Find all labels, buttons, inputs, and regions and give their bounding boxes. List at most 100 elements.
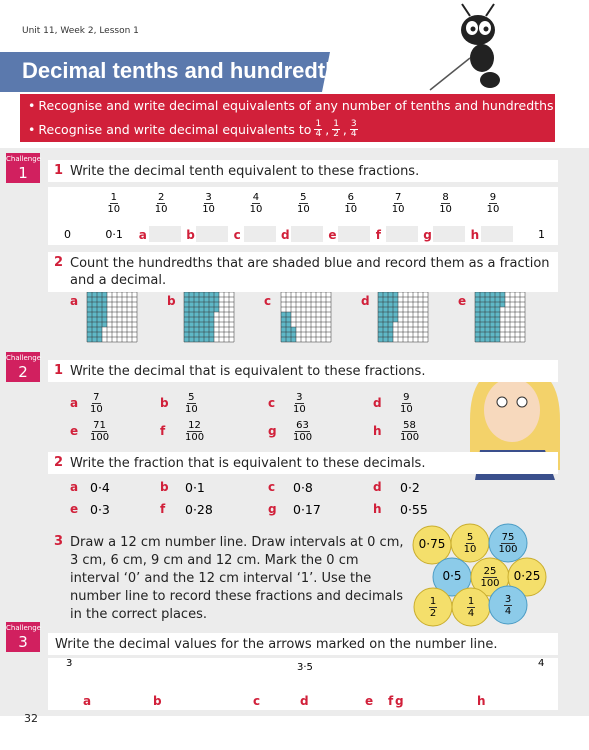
denominator: 100 (498, 544, 518, 555)
denominator: 100 (293, 432, 313, 443)
numerator: 71 (92, 420, 107, 432)
denominator: 10 (439, 204, 452, 215)
answer-letter: f (375, 228, 382, 242)
numerator: 1 (314, 119, 323, 130)
item-letter: f (160, 424, 166, 438)
grid-letter: b (167, 294, 176, 308)
numerator: 8 (441, 192, 450, 204)
question-text: Write the decimal that is equivalent to … (70, 364, 426, 379)
circle-text: 0·25 (513, 569, 541, 583)
item-letter: e (70, 424, 79, 438)
title-banner (0, 52, 330, 92)
numerator: 75 (500, 532, 516, 544)
answer-letter: e (328, 228, 337, 242)
answer-letter: g (423, 228, 432, 242)
denominator: 4 (504, 606, 512, 617)
shaded-cells (102, 292, 107, 327)
circle-text: 0·5 (442, 569, 462, 583)
fraction: 75 100 (490, 532, 526, 555)
separator: , (325, 122, 330, 137)
shaded-cells (291, 327, 296, 342)
arrow-letter: e (365, 694, 374, 708)
denominator: 10 (90, 404, 103, 415)
separator: , (342, 122, 347, 137)
bullet: • (28, 122, 36, 137)
fraction: 58 100 (400, 420, 419, 443)
item-decimal: 0·55 (400, 502, 428, 517)
challenge-number: 3 (18, 633, 28, 651)
item-letter: b (160, 396, 169, 410)
fraction: 3 10 (202, 192, 215, 215)
question-bar (48, 452, 558, 474)
fraction: 9 10 (487, 192, 500, 215)
answer-letter: d (281, 228, 290, 242)
objective-text: Recognise and write decimal equivalents … (38, 98, 554, 113)
objective: • Recognise and write decimal equivalents… (28, 120, 358, 139)
question-text: Draw a 12 cm number line. Draw intervals… (70, 535, 404, 622)
shaded-cells (500, 292, 505, 307)
fraction: 5 10 (297, 192, 310, 215)
fraction: 9 10 (400, 392, 413, 415)
challenge-word: Challenge (6, 354, 41, 362)
denominator: 10 (202, 204, 215, 215)
item-letter: d (373, 396, 382, 410)
item-decimal: 0·8 (293, 480, 313, 495)
item-decimal: 0·2 (400, 480, 420, 495)
fraction: 6 10 (344, 192, 357, 215)
answer-letter: c (233, 228, 241, 242)
bullet: • (28, 98, 36, 113)
numerator: 5 (187, 392, 196, 404)
denominator: 4 (467, 608, 475, 619)
numerator: 4 (251, 192, 261, 204)
fraction: 12 100 (185, 420, 204, 443)
answer-box (243, 226, 276, 242)
answer-box (385, 226, 418, 242)
question-bar (48, 633, 558, 655)
fraction: 5 10 (452, 532, 488, 555)
line-end: 1 (538, 228, 545, 241)
answer-box (148, 226, 181, 242)
arrow-letter: h (477, 694, 486, 708)
arrow-letter: c (253, 694, 261, 708)
answer-box (338, 226, 371, 242)
fraction: 2 10 (155, 192, 168, 215)
denominator: 4 (315, 129, 322, 139)
denominator: 10 (154, 204, 168, 215)
question-bar (48, 160, 558, 182)
question-text: Write the fraction that is equivalent to… (70, 456, 426, 471)
page-number: 32 (24, 712, 38, 725)
item-decimal: 0·3 (90, 502, 110, 517)
numerator: 5 (465, 532, 475, 544)
arrow-letter: f (388, 694, 394, 708)
denominator: 2 (333, 129, 339, 139)
denominator: 100 (480, 578, 500, 589)
fraction: 8 10 (439, 192, 452, 215)
fraction: 7 10 (90, 392, 103, 415)
ant-illustration (429, 3, 500, 91)
arrow-letter: d (300, 694, 309, 708)
question-number: 2 (54, 455, 64, 470)
denominator: 4 (350, 129, 357, 139)
grid-letter: c (264, 294, 272, 308)
question-bar (48, 252, 558, 292)
numerator: 1 (109, 192, 118, 204)
fraction: 63 100 (293, 420, 312, 443)
answer-letter: a (138, 228, 147, 242)
number-line-panel (48, 658, 558, 710)
arrow-letter: b (153, 694, 162, 708)
challenge-number: 1 (18, 164, 28, 182)
value-circle (507, 557, 547, 597)
question-text: Count the hundredths that are shaded blu… (70, 256, 550, 288)
denominator: 10 (400, 404, 413, 415)
question-number: 1 (54, 163, 64, 178)
denominator: 10 (486, 204, 500, 215)
objectives-box (20, 94, 555, 142)
circle-text: 0·75 (418, 537, 446, 551)
item-letter: g (268, 424, 277, 438)
item-letter: e (70, 502, 79, 516)
item-letter: b (160, 480, 169, 494)
denominator: 2 (429, 608, 437, 619)
item-letter: a (70, 396, 79, 410)
question-text: Write the decimal values for the arrows … (55, 637, 498, 652)
